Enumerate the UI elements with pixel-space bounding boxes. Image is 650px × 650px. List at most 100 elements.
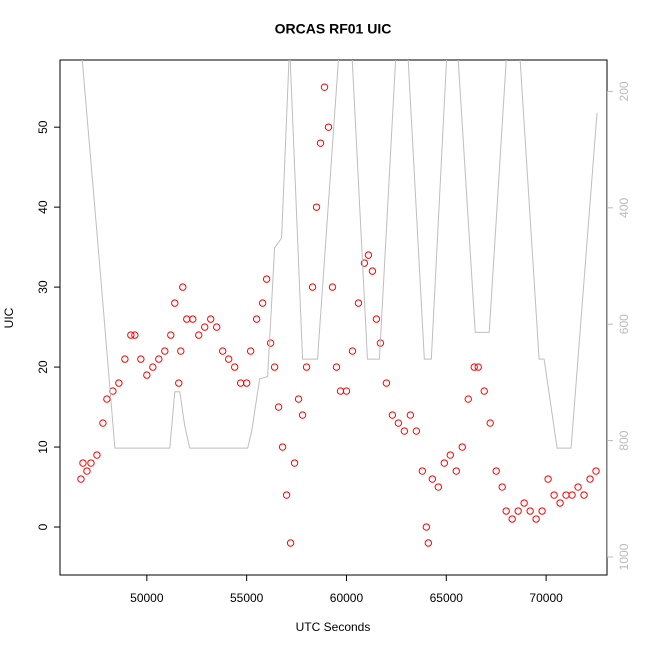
point: [183, 315, 191, 323]
pressure-line: [81, 60, 598, 449]
point: [568, 491, 576, 499]
point: [324, 123, 333, 131]
y-tick-label: 0: [36, 523, 50, 530]
x-tick-label: 65000: [430, 591, 464, 605]
point: [550, 491, 558, 499]
point: [592, 467, 600, 475]
point: [143, 371, 151, 379]
point: [83, 467, 91, 475]
point: [388, 411, 397, 419]
point: [360, 259, 369, 267]
point: [266, 339, 275, 347]
x-tick-label: 50000: [130, 591, 164, 605]
point: [189, 315, 197, 323]
y-tick-label: 10: [36, 440, 50, 454]
y-tick-label: 50: [36, 120, 50, 134]
point: [320, 83, 329, 91]
point: [544, 475, 552, 483]
point: [99, 419, 107, 427]
y2-tick-label: 200: [617, 81, 631, 101]
point: [422, 523, 431, 531]
point: [258, 299, 267, 307]
point: [520, 499, 528, 507]
point: [87, 459, 95, 467]
point: [580, 491, 588, 499]
point: [342, 387, 351, 395]
point: [230, 363, 239, 371]
point: [242, 379, 251, 387]
y2-tick-label: 400: [617, 197, 631, 217]
point: [464, 395, 472, 403]
point: [328, 283, 337, 291]
point: [270, 363, 279, 371]
point: [121, 355, 129, 363]
point: [262, 275, 271, 283]
point: [236, 379, 245, 387]
y2-tick-label: 600: [617, 314, 631, 334]
point: [246, 347, 255, 355]
point: [394, 419, 403, 427]
point: [155, 355, 163, 363]
point: [201, 323, 209, 331]
point: [252, 315, 261, 323]
point: [213, 323, 221, 331]
point: [167, 331, 175, 339]
point: [406, 411, 415, 419]
point: [368, 267, 377, 275]
point: [508, 515, 516, 523]
point: [354, 299, 363, 307]
y-tick-label: 30: [36, 280, 50, 294]
point: [127, 331, 135, 339]
point: [458, 443, 466, 451]
y-tick-label: 20: [36, 360, 50, 374]
x-tick-label: 70000: [529, 591, 563, 605]
point: [348, 347, 357, 355]
y-axis-label: UIC: [2, 307, 16, 328]
point: [175, 379, 183, 387]
point: [474, 363, 482, 371]
point: [382, 379, 391, 387]
point: [149, 363, 157, 371]
point: [286, 539, 295, 547]
point: [486, 419, 494, 427]
point: [424, 539, 433, 547]
point: [586, 475, 594, 483]
plot-area: [77, 60, 600, 547]
point: [290, 459, 299, 467]
point: [452, 467, 460, 475]
point: [364, 251, 373, 259]
x-tick-label: 60000: [330, 591, 364, 605]
point: [179, 283, 187, 291]
point: [298, 411, 307, 419]
point: [562, 491, 570, 499]
point: [492, 467, 500, 475]
point: [556, 499, 564, 507]
chart-title: ORCAS RF01 UIC: [275, 21, 392, 37]
point: [532, 515, 540, 523]
point: [480, 387, 488, 395]
point: [400, 427, 409, 435]
point: [538, 507, 546, 515]
point: [332, 363, 341, 371]
point: [434, 483, 443, 491]
point: [77, 475, 85, 483]
y2-tick-label: 800: [617, 430, 631, 450]
y2-tick-label: 1000: [617, 543, 631, 570]
point: [274, 403, 283, 411]
point: [514, 507, 522, 515]
point: [470, 363, 478, 371]
point: [316, 139, 325, 147]
point: [498, 483, 506, 491]
point: [294, 395, 303, 403]
point: [336, 387, 345, 395]
point: [302, 363, 311, 371]
y-tick-label: 40: [36, 200, 50, 214]
point: [131, 331, 139, 339]
point: [224, 355, 233, 363]
point: [171, 299, 179, 307]
point: [446, 451, 454, 459]
point: [372, 315, 381, 323]
x-tick-label: 55000: [230, 591, 264, 605]
point: [440, 459, 448, 467]
